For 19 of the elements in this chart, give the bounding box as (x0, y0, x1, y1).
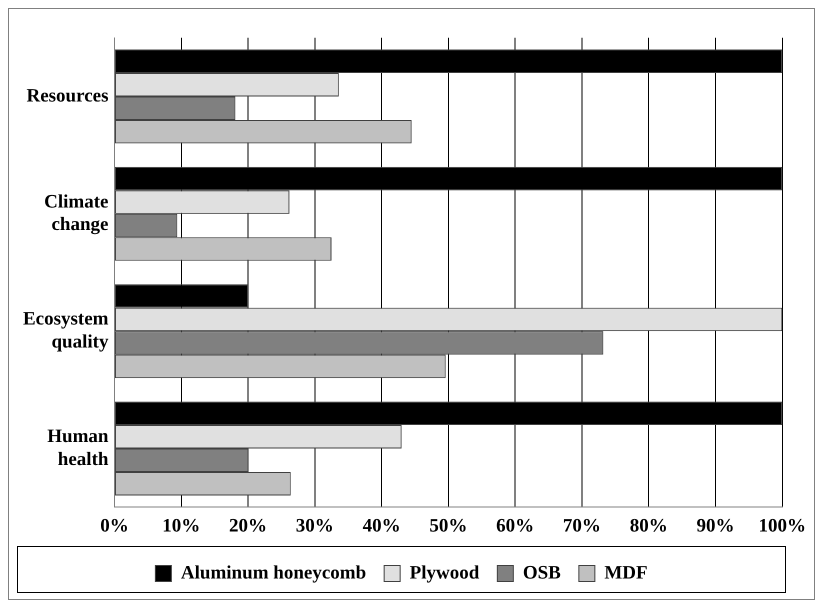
x-tick-label: 20% (229, 516, 268, 537)
x-tick-label: 50% (429, 516, 468, 537)
x-tick-label: 40% (362, 516, 401, 537)
x-tick-label: 100% (758, 516, 806, 537)
x-tick-label: 10% (162, 516, 200, 537)
x-tick-label: 70% (562, 516, 601, 537)
x-tick-label: 0% (100, 516, 129, 537)
x-tick-label: 60% (496, 516, 534, 537)
x-tick-label: 80% (630, 516, 668, 537)
legend-label: Aluminum honeycomb (180, 562, 366, 584)
y-tick-label: Climate change (44, 191, 108, 236)
legend-label: OSB (522, 562, 562, 584)
legend-label: MDF (604, 562, 648, 584)
y-tick-label: Human health (47, 426, 109, 470)
y-tick-label: Ecosystem quality (22, 308, 109, 352)
y-tick-label: Resources (26, 85, 108, 106)
legend-label: Plywood (410, 562, 480, 584)
x-tick-label: 90% (696, 516, 734, 537)
x-tick-label: 30% (296, 516, 334, 537)
